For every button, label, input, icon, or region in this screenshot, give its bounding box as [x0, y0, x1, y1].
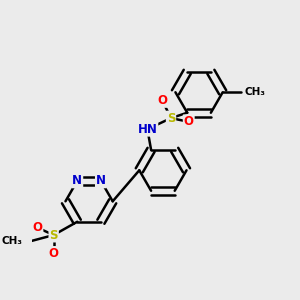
Text: O: O: [184, 115, 194, 128]
Text: N: N: [96, 174, 106, 187]
Text: CH₃: CH₃: [2, 236, 23, 246]
Text: O: O: [49, 247, 59, 260]
Text: O: O: [157, 94, 167, 107]
Text: HN: HN: [137, 123, 157, 136]
Text: S: S: [50, 229, 58, 242]
Text: S: S: [167, 112, 175, 124]
Text: O: O: [32, 221, 42, 234]
Text: CH₃: CH₃: [245, 87, 266, 97]
Text: N: N: [72, 174, 82, 187]
